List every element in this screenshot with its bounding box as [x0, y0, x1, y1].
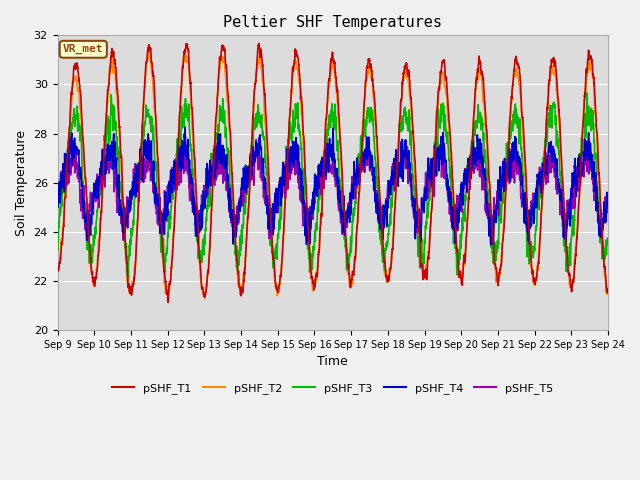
pSHF_T1 [164, 300, 172, 305]
pSHF_T3 [116, 185, 124, 191]
pSHF_T2 [289, 71, 297, 76]
pSHF_T5 [289, 151, 296, 157]
pSHF_T4 [181, 124, 189, 130]
Legend: pSHF_T1, pSHF_T2, pSHF_T3, pSHF_T4, pSHF_T5: pSHF_T1, pSHF_T2, pSHF_T3, pSHF_T4, pSHF… [108, 379, 558, 398]
pSHF_T4 [604, 197, 612, 203]
Line: pSHF_T5: pSHF_T5 [58, 140, 608, 244]
pSHF_T2 [54, 260, 61, 266]
pSHF_T4 [534, 178, 542, 183]
pSHF_T5 [265, 232, 273, 238]
pSHF_T4 [54, 196, 61, 202]
pSHF_T3 [125, 275, 132, 280]
pSHF_T2 [604, 284, 612, 289]
pSHF_T3 [594, 190, 602, 195]
pSHF_T1 [255, 41, 263, 47]
Title: Peltier SHF Temperatures: Peltier SHF Temperatures [223, 15, 442, 30]
X-axis label: Time: Time [317, 355, 348, 369]
Line: pSHF_T3: pSHF_T3 [58, 93, 608, 277]
pSHF_T3 [583, 90, 591, 96]
pSHF_T4 [265, 217, 273, 223]
Y-axis label: Soil Temperature: Soil Temperature [15, 130, 28, 236]
pSHF_T5 [252, 137, 260, 143]
pSHF_T5 [594, 208, 602, 214]
Line: pSHF_T2: pSHF_T2 [58, 48, 608, 299]
pSHF_T5 [534, 177, 542, 183]
pSHF_T1 [594, 138, 602, 144]
pSHF_T2 [594, 159, 602, 165]
pSHF_T4 [149, 180, 157, 186]
pSHF_T3 [604, 236, 612, 241]
pSHF_T5 [54, 199, 61, 205]
pSHF_T2 [149, 88, 157, 94]
pSHF_T5 [149, 180, 157, 186]
pSHF_T3 [289, 124, 296, 130]
pSHF_T1 [289, 65, 297, 71]
pSHF_T1 [149, 70, 157, 76]
pSHF_T2 [146, 46, 154, 51]
pSHF_T3 [54, 246, 61, 252]
pSHF_T4 [594, 199, 602, 205]
pSHF_T5 [604, 200, 612, 206]
Line: pSHF_T4: pSHF_T4 [58, 127, 608, 245]
pSHF_T5 [525, 241, 533, 247]
Line: pSHF_T1: pSHF_T1 [58, 44, 608, 302]
pSHF_T2 [116, 156, 124, 162]
pSHF_T5 [116, 206, 124, 212]
pSHF_T3 [265, 218, 273, 224]
pSHF_T3 [534, 192, 542, 197]
pSHF_T4 [487, 242, 495, 248]
pSHF_T1 [534, 260, 542, 266]
pSHF_T4 [289, 157, 296, 163]
pSHF_T1 [265, 174, 273, 180]
pSHF_T3 [149, 124, 157, 130]
pSHF_T2 [201, 296, 209, 301]
pSHF_T4 [116, 197, 124, 203]
pSHF_T1 [54, 264, 61, 270]
Text: VR_met: VR_met [63, 44, 104, 54]
pSHF_T1 [604, 289, 612, 295]
pSHF_T2 [265, 192, 273, 198]
pSHF_T1 [116, 142, 124, 148]
pSHF_T2 [534, 257, 542, 263]
